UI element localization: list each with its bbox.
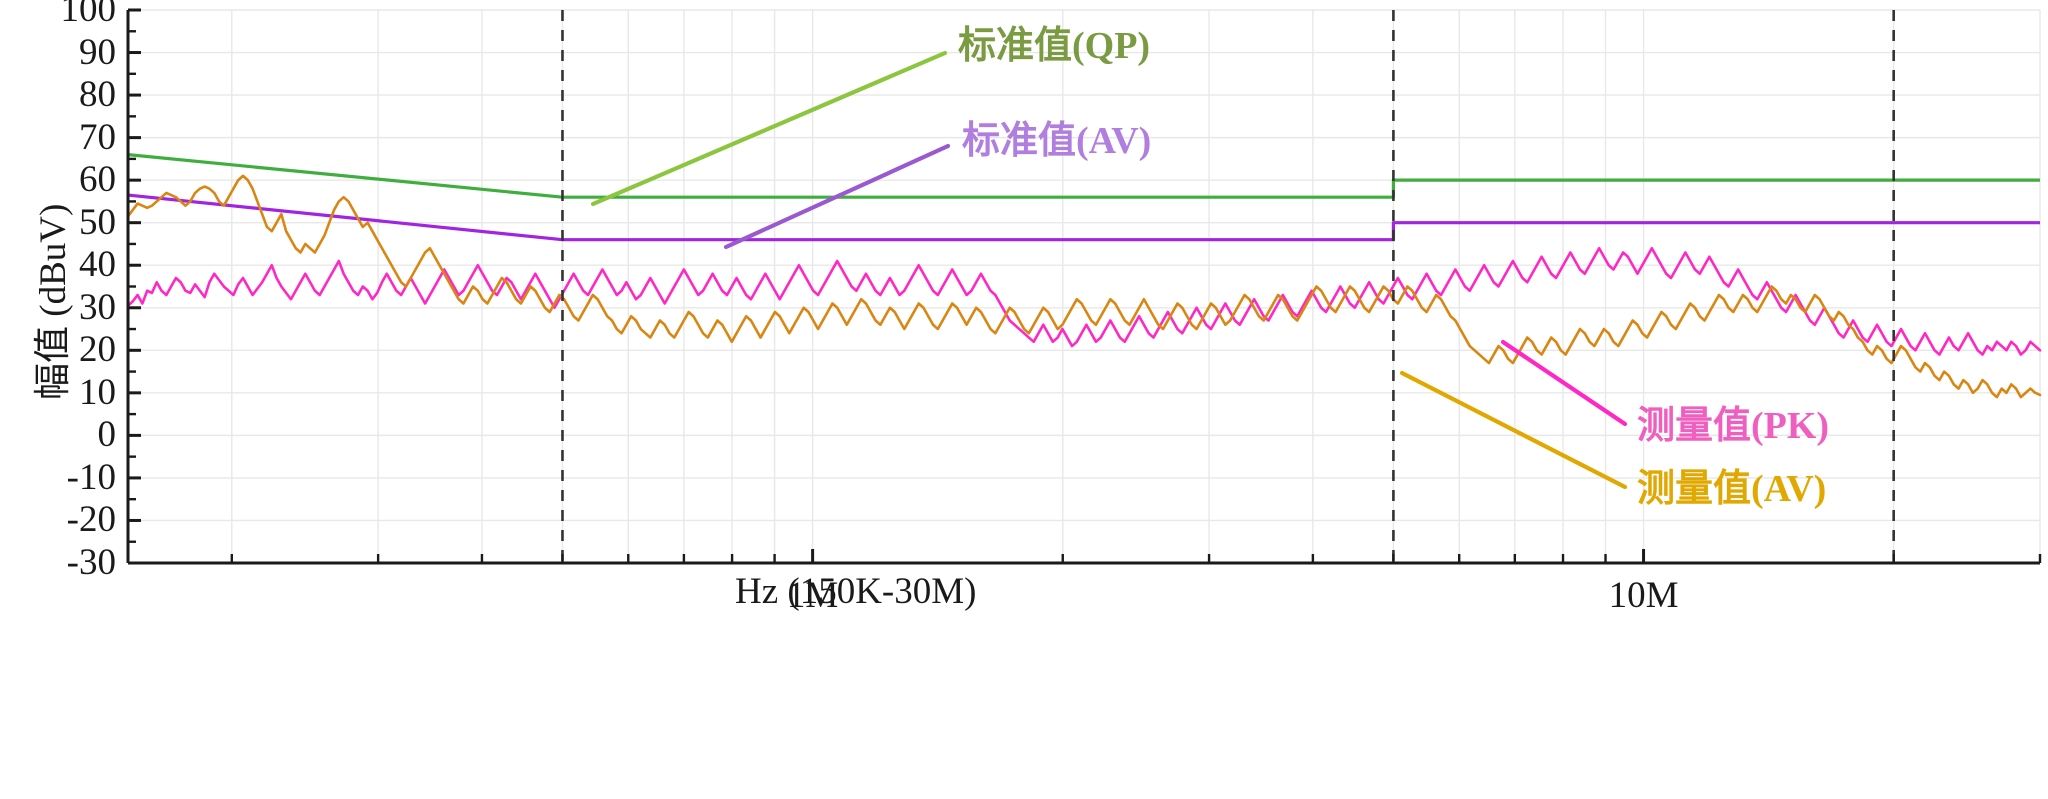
y-tick-label: 30	[79, 286, 116, 328]
y-tick-label: 40	[79, 244, 116, 286]
leader-lines-layer	[590, 50, 1628, 490]
marker-lines-layer	[561, 10, 1895, 563]
y-tick-label: 80	[79, 74, 116, 116]
grid-layer	[128, 9, 2041, 563]
y-tick-label: 60	[79, 159, 116, 201]
limit-qp-label: 标准值(QP)	[958, 25, 1151, 67]
leader-pk	[1500, 339, 1628, 427]
limit-av-label: 标准值(AV)	[962, 120, 1152, 162]
x-axis-title: Hz (150K-30M)	[735, 571, 977, 612]
measured-pk-label: 测量值(PK)	[1637, 405, 1830, 447]
y-tick-label: -20	[66, 499, 116, 541]
measured-av-label: 测量值(AV)	[1637, 468, 1827, 510]
x-tick-label: 10M	[1608, 575, 1679, 616]
axis-layer	[126, 8, 2042, 565]
y-tick-label: 50	[79, 201, 116, 243]
y-tick-label: 70	[79, 116, 116, 158]
leader-qp	[590, 50, 948, 207]
y-tick-label: -10	[66, 456, 116, 498]
y-tick-label: 100	[60, 0, 117, 30]
y-axis-title: 幅值 (dBuV)	[33, 203, 74, 400]
series-measured_pk	[126, 246, 2042, 356]
y-tick-label: 10	[79, 371, 116, 413]
series-limit_av	[127, 193, 2040, 242]
leader-av-meas	[1399, 370, 1628, 490]
y-tick-label: 20	[79, 329, 116, 371]
series-layer	[126, 153, 2042, 399]
series-measured_av	[126, 174, 2042, 399]
leader-av	[723, 143, 951, 250]
y-tick-label: 90	[79, 31, 116, 73]
x-tick-label: 1M	[786, 575, 839, 616]
y-tick-label: -30	[66, 542, 116, 583]
y-tick-label: 0	[97, 414, 117, 456]
